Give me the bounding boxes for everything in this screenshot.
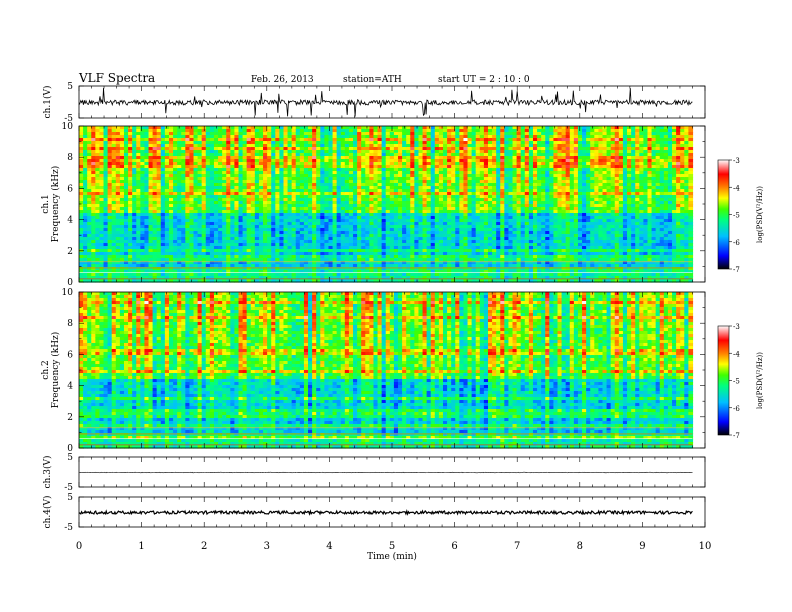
xtick-label: 0 <box>76 541 82 552</box>
ch1-waveform-ytick-label: 5 <box>67 82 73 92</box>
ch3-waveform-ylabel: ch.3(V) <box>42 456 53 489</box>
ch2-spectrogram-ytick-label: 2 <box>67 413 73 423</box>
xtick-label: 3 <box>264 541 270 552</box>
ch2-spectrogram-colorbar-label: log(PSD(V²/Hz)) <box>756 352 764 409</box>
waveform-lines <box>78 87 693 516</box>
ch4-waveform-ylabel: ch.4(V) <box>42 496 53 529</box>
ch1-spectrogram-image <box>79 126 694 283</box>
ch4-waveform-ytick-label: -5 <box>64 523 73 533</box>
ch2-spectrogram-image <box>79 292 694 449</box>
ch1-spectrogram-ytick-label: 4 <box>67 216 73 226</box>
xtick-label: 5 <box>389 541 395 552</box>
ch2-spectrogram-colorbar <box>717 325 730 436</box>
ch3-waveform-line <box>78 471 693 474</box>
ch2-spectrogram-ylabel: Frequency (kHz) <box>50 332 61 409</box>
ch1-spectrogram-channel-label: ch.1 <box>41 194 51 213</box>
panel-frames <box>78 85 732 528</box>
xtick-label: 7 <box>514 541 520 552</box>
ch1-spectrogram-colorbar-tick: -7 <box>733 266 740 274</box>
ch2-spectrogram-ytick-label: 6 <box>67 350 73 360</box>
ch1-spectrogram-ylabel: Frequency (kHz) <box>50 166 61 243</box>
ch1-spectrogram-ytick-label: 0 <box>67 278 73 288</box>
ch2-spectrogram-ytick-label: 10 <box>62 288 74 298</box>
ch1-spectrogram-colorbar <box>717 159 730 270</box>
ch4-waveform-ytick-label: 5 <box>67 493 73 503</box>
date-label: Feb. 26, 2013 <box>251 75 314 85</box>
ch4-waveform-line <box>78 509 693 516</box>
ch2-spectrogram-colorbar-tick: -6 <box>733 405 740 413</box>
xtick-label: 10 <box>699 541 712 552</box>
ch2-spectrogram-ytick-label: 8 <box>67 319 73 329</box>
x-axis-label: Time (min) <box>367 551 417 562</box>
ch2-spectrogram-colorbar-tick: -7 <box>733 432 740 440</box>
ch2-spectrogram-colorbar-tick: -3 <box>733 323 740 331</box>
ch1-spectrogram-colorbar-label: log(PSD(V²/Hz)) <box>756 186 764 243</box>
ch1-spectrogram-colorbar-tick: -4 <box>733 184 740 192</box>
ch1-spectrogram-ytick-label: 8 <box>67 153 73 163</box>
ch2-spectrogram-colorbar-tick: -5 <box>733 378 740 386</box>
ch3-waveform-ytick-label: -5 <box>64 483 73 493</box>
ch2-spectrogram-colorbar-tick: -4 <box>733 350 740 358</box>
ch1-waveform-ytick-label: -5 <box>64 114 73 124</box>
ch1-spectrogram-ytick-label: 6 <box>67 184 73 194</box>
xtick-label: 6 <box>451 541 457 552</box>
figure-title: VLF Spectra <box>79 71 156 85</box>
station-label: station=ATH <box>343 75 402 85</box>
ch1-spectrogram-ytick-label: 10 <box>62 122 74 132</box>
ch1-waveform-line <box>78 87 693 117</box>
ch2-spectrogram-channel-label: ch.2 <box>41 360 51 379</box>
xtick-label: 9 <box>639 541 645 552</box>
ch2-spectrogram-ytick-label: 4 <box>67 382 73 392</box>
ch1-spectrogram-colorbar-tick: -3 <box>733 157 740 165</box>
ch1-spectrogram-colorbar-tick: -5 <box>733 212 740 220</box>
xtick-label: 4 <box>326 541 332 552</box>
ch1-spectrogram-ytick-label: 2 <box>67 247 73 257</box>
start-time-label: start UT = 2 : 10 : 0 <box>438 75 530 85</box>
xtick-label: 8 <box>577 541 583 552</box>
ch1-waveform-ylabel: ch.1(V) <box>42 86 53 119</box>
ch2-spectrogram-ytick-label: 0 <box>67 444 73 454</box>
ch1-spectrogram-colorbar-tick: -6 <box>733 239 740 247</box>
xtick-label: 1 <box>138 541 144 552</box>
xtick-label: 2 <box>201 541 207 552</box>
ch3-waveform-ytick-label: 5 <box>67 453 73 463</box>
